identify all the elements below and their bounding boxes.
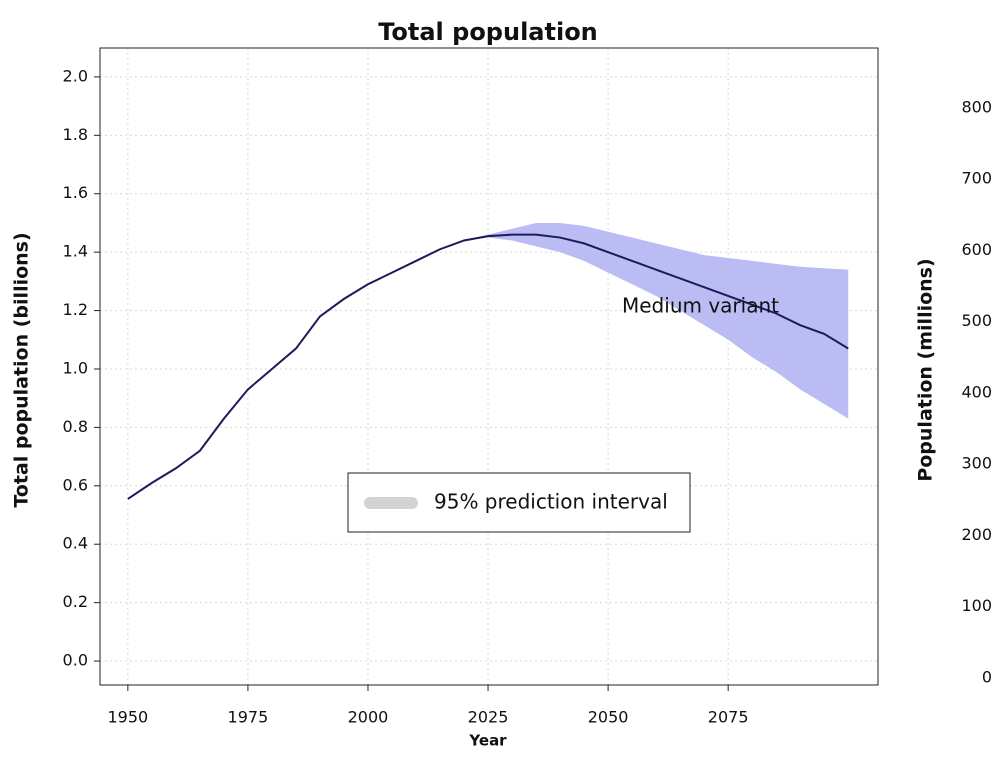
y2-tick-label: 100	[961, 596, 992, 615]
x-tick-label: 1975	[228, 708, 269, 727]
y-tick-label: 0.2	[63, 592, 88, 611]
y-axis-label: Total population (billions)	[11, 232, 33, 507]
x-tick-label: 1950	[107, 708, 148, 727]
chart-title: Total population	[378, 18, 598, 46]
y-tick-label: 1.6	[63, 183, 88, 202]
y-tick-label: 0.0	[63, 651, 88, 670]
x-tick-label: 2025	[468, 708, 509, 727]
y-tick-label: 1.4	[63, 242, 88, 261]
y2-tick-label: 0	[982, 667, 992, 686]
prediction-band	[464, 222, 849, 419]
y2-tick-label: 300	[961, 454, 992, 473]
y2-tick-label: 800	[961, 97, 992, 116]
y-tick-label: 1.0	[63, 358, 88, 377]
y-tick-label: 0.6	[63, 475, 88, 494]
y2-tick-label: 400	[961, 382, 992, 401]
y-tick-label: 2.0	[63, 66, 88, 85]
x-tick-label: 2075	[708, 708, 749, 727]
plot-frame	[99, 47, 879, 686]
x-tick-label: 2050	[588, 708, 629, 727]
line	[127, 233, 849, 500]
x-tick-label: 2000	[348, 708, 389, 727]
legend-label: 95% prediction interval	[434, 490, 668, 514]
x-axis-label: Year	[468, 732, 507, 750]
y2-axis-label: Population (millions)	[915, 258, 937, 481]
y-tick-label: 1.2	[63, 300, 88, 319]
y2-tick-label: 500	[961, 311, 992, 330]
y-tick-label: 1.8	[63, 125, 88, 144]
y2-tick-label: 600	[961, 240, 992, 259]
series-label: Medium variant	[622, 294, 779, 318]
y2-tick-label: 700	[961, 169, 992, 188]
y2-tick-label: 200	[961, 525, 992, 544]
y-tick-label: 0.4	[63, 534, 88, 553]
y-tick-label: 0.8	[63, 417, 88, 436]
